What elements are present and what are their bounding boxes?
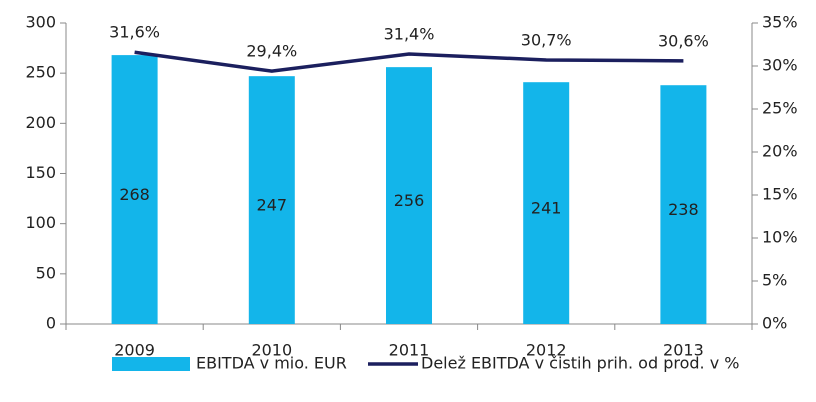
line-label: 29,4% — [246, 42, 297, 61]
bar-label: 256 — [394, 191, 425, 210]
y-tick-label: 100 — [25, 213, 56, 232]
y2-tick-label: 15% — [762, 185, 798, 204]
bar-label: 247 — [257, 196, 288, 215]
x-tick-label: 2010 — [251, 341, 292, 360]
y-tick-label: 150 — [25, 163, 56, 182]
bar — [248, 76, 295, 324]
y-tick-label: 0 — [46, 314, 56, 333]
line-label: 30,6% — [658, 31, 709, 50]
bar-label: 268 — [119, 185, 150, 204]
y2-tick-label: 10% — [762, 228, 798, 247]
y2-tick-label: 20% — [762, 142, 798, 161]
y-tick-label: 200 — [25, 113, 56, 132]
bar — [111, 55, 158, 325]
line-label: 31,4% — [384, 24, 435, 43]
y-tick-label: 50 — [36, 263, 56, 282]
legend-swatch — [112, 357, 190, 371]
x-tick-label: 2012 — [526, 341, 567, 360]
legend-label: Delež EBITDA v čistih prih. od prod. v % — [421, 354, 739, 373]
y2-tick-label: 5% — [762, 271, 787, 290]
y2-tick-label: 0% — [762, 314, 787, 333]
y2-tick-label: 35% — [762, 13, 798, 32]
line-label: 30,7% — [521, 30, 572, 49]
x-tick-label: 2011 — [389, 341, 430, 360]
line-label: 31,6% — [109, 23, 160, 42]
x-tick-label: 2013 — [663, 341, 704, 360]
y2-tick-label: 25% — [762, 99, 798, 118]
y2-tick-label: 30% — [762, 56, 798, 75]
bar — [386, 67, 432, 324]
y-tick-label: 300 — [25, 13, 56, 32]
bar — [523, 82, 570, 325]
legend-label: EBITDA v mio. EUR — [196, 354, 347, 373]
x-tick-label: 2009 — [114, 341, 155, 360]
bar — [660, 85, 707, 324]
bar-label: 241 — [531, 199, 562, 218]
y-tick-label: 250 — [25, 63, 56, 82]
bar-label: 238 — [668, 200, 699, 219]
line — [134, 50, 684, 73]
